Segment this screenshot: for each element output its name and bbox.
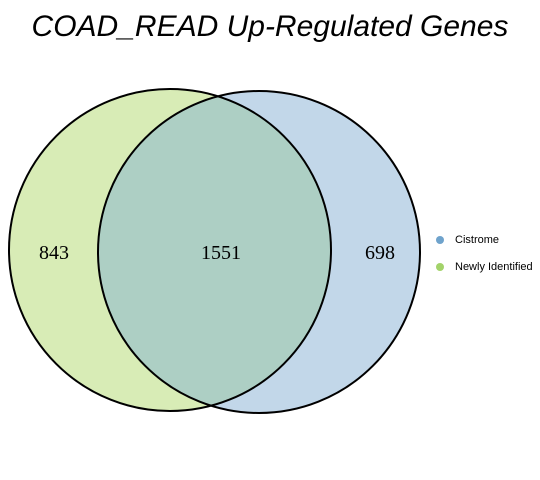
legend-marker-cistrome bbox=[436, 236, 444, 244]
count-cistrome-only: 698 bbox=[365, 242, 395, 264]
legend-label-newly-identified: Newly Identified bbox=[455, 261, 533, 273]
legend: Cistrome Newly Identified bbox=[432, 233, 533, 287]
legend-label-cistrome: Cistrome bbox=[455, 234, 500, 246]
cistrome-outline bbox=[97, 90, 421, 414]
legend-marker-newly-identified bbox=[436, 263, 444, 271]
chart-title: COAD_READ Up-Regulated Genes bbox=[31, 10, 509, 43]
legend-item-cistrome: Cistrome bbox=[432, 233, 533, 247]
intersection-region bbox=[98, 91, 331, 411]
legend-item-newly-identified: Newly Identified bbox=[432, 260, 533, 274]
newly-identified-outline bbox=[8, 88, 332, 412]
count-newly-only: 843 bbox=[39, 242, 69, 264]
count-both: 1551 bbox=[201, 242, 241, 264]
